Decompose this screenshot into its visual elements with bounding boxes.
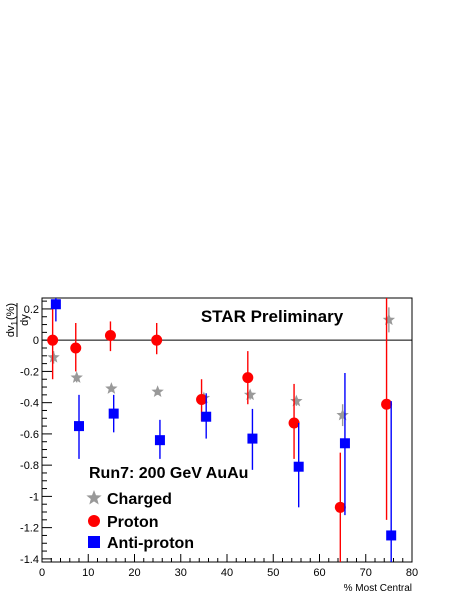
x-tick-label: 80	[406, 567, 418, 579]
y-tick-label: -0.4	[20, 398, 39, 410]
data-point-anti-proton	[50, 299, 61, 310]
legend: Charged Proton Anti-proton	[86, 490, 194, 552]
data-point-charged	[243, 388, 257, 401]
data-point-proton	[334, 501, 346, 513]
data-point-charged	[336, 408, 349, 421]
legend-square-marker	[88, 536, 100, 548]
data-point-proton	[151, 334, 163, 346]
data-point-proton	[104, 329, 116, 341]
data-point-charged	[105, 382, 118, 394]
legend-item-anti-proton: Anti-proton	[88, 535, 194, 552]
legend-star-marker	[86, 490, 102, 505]
data-point-anti-proton	[293, 461, 304, 472]
y-tick-label: -0.8	[20, 460, 39, 472]
data-point-charged	[47, 350, 60, 363]
x-tick-label: 0	[39, 567, 45, 579]
y-tick-label: -1.4	[20, 554, 39, 566]
series-layer	[47, 298, 397, 562]
x-tick-label: 50	[267, 567, 279, 579]
y-axis-title: dv1(%) dy	[5, 303, 31, 337]
data-point-anti-proton	[386, 530, 397, 541]
data-point-anti-proton	[108, 408, 119, 419]
y-axis-denominator: dy	[19, 314, 31, 326]
legend-item-charged: Charged	[86, 490, 172, 508]
x-tick-label: 40	[221, 567, 233, 579]
x-tick-label: 30	[175, 567, 187, 579]
series-anti-proton	[50, 298, 397, 562]
x-tick-label: 60	[313, 567, 325, 579]
x-tick-label: 20	[128, 567, 140, 579]
y-tick-label: -1	[29, 491, 39, 503]
data-point-charged	[151, 385, 164, 397]
y-tick-label: -1.2	[20, 523, 39, 535]
data-point-proton	[242, 372, 254, 384]
series-proton	[47, 298, 393, 562]
data-point-proton	[70, 342, 82, 354]
data-point-proton	[288, 417, 300, 429]
legend-label-anti-proton: Anti-proton	[107, 535, 194, 552]
preliminary-annotation: STAR Preliminary	[201, 307, 344, 326]
x-tick-label: 10	[82, 567, 94, 579]
x-axis-title: % Most Central	[344, 583, 412, 594]
legend-circle-marker	[88, 515, 100, 527]
data-point-charged	[290, 394, 303, 407]
data-point-proton	[381, 398, 393, 410]
data-point-anti-proton	[247, 433, 258, 444]
axes: 0 10 20 30 40 50 60 70 80 -1.4 -1.2 -1 -0.8 -0.6 -0.4 -…	[20, 300, 418, 579]
data-point-anti-proton	[74, 421, 84, 432]
data-point-charged	[70, 371, 83, 383]
data-point-anti-proton	[339, 438, 350, 449]
data-point-charged	[382, 313, 396, 326]
y-tick-label: -0.2	[20, 366, 39, 378]
data-point-proton	[196, 394, 208, 406]
data-point-anti-proton	[201, 411, 212, 422]
data-point-anti-proton	[154, 435, 165, 446]
legend-label-charged: Charged	[107, 491, 172, 508]
y-axis-numerator: dv1(%)	[5, 303, 19, 337]
legend-label-proton: Proton	[107, 514, 159, 531]
x-tick-label: 70	[360, 567, 372, 579]
y-tick-label: 0	[33, 335, 39, 347]
data-point-proton	[47, 334, 59, 346]
legend-item-proton: Proton	[88, 514, 159, 531]
run-label: Run7: 200 GeV AuAu	[89, 465, 248, 482]
y-tick-label: 0.2	[24, 304, 39, 316]
y-tick-label: -0.6	[20, 429, 39, 441]
